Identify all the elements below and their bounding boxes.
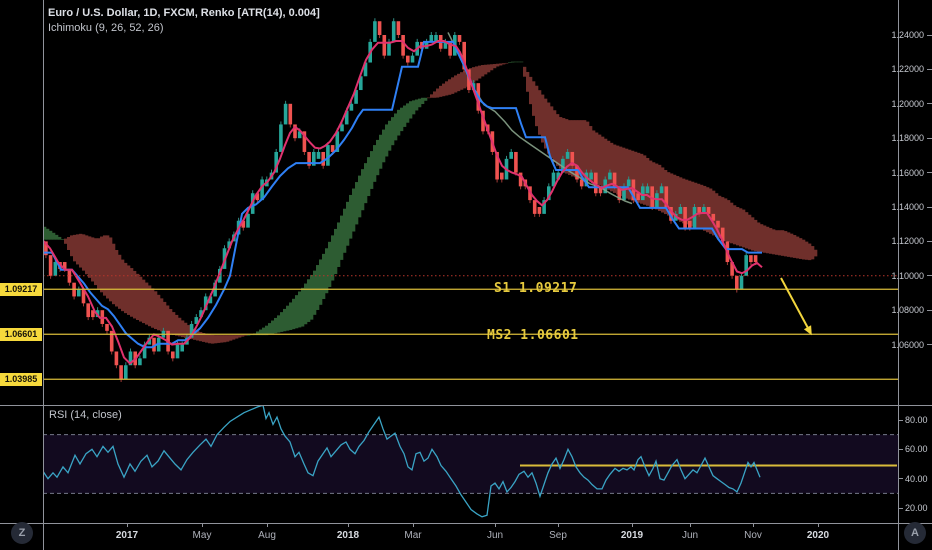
time-tick bbox=[267, 523, 268, 527]
time-tick bbox=[558, 523, 559, 527]
price-tick bbox=[927, 172, 932, 174]
time-tick bbox=[127, 523, 128, 527]
time-label-nov: Nov bbox=[744, 530, 762, 541]
price-tick bbox=[927, 240, 932, 242]
price-label: 1.22000 bbox=[891, 64, 924, 75]
time-label-jun: Jun bbox=[486, 530, 504, 541]
left-price-axis-line bbox=[43, 0, 44, 550]
price-tick bbox=[927, 309, 932, 311]
price-tick bbox=[927, 344, 932, 346]
price-label: 1.14000 bbox=[891, 202, 924, 212]
price-label: 1.06000 bbox=[891, 339, 924, 350]
price-label: 1.24000 bbox=[891, 30, 924, 40]
price-tick bbox=[927, 68, 932, 70]
time-tick bbox=[818, 523, 819, 527]
tenkan-sen-line bbox=[43, 40, 763, 365]
rsi-tick bbox=[898, 507, 903, 509]
time-axis-line bbox=[0, 523, 932, 524]
tradingview-logo-badge[interactable]: Z bbox=[11, 522, 33, 544]
rsi-value-label: 60.00 bbox=[905, 444, 928, 455]
time-label-mar: Mar bbox=[404, 530, 422, 541]
time-label-2017: 2017 bbox=[115, 530, 139, 541]
ichimoku-cloud bbox=[43, 61, 818, 344]
price-label: 1.08000 bbox=[891, 305, 924, 316]
rsi-pane[interactable] bbox=[43, 405, 898, 518]
account-badge[interactable]: A bbox=[904, 522, 926, 544]
pane-divider[interactable] bbox=[0, 405, 932, 406]
rsi-value-label: 20.00 bbox=[905, 503, 928, 513]
time-tick bbox=[202, 523, 203, 527]
price-label: 1.18000 bbox=[891, 133, 924, 144]
time-tick bbox=[348, 523, 349, 527]
time-tick bbox=[632, 523, 633, 527]
rsi-tick bbox=[898, 448, 903, 450]
rsi-legend[interactable]: RSI (14, close) bbox=[49, 409, 122, 421]
price-tick bbox=[927, 34, 932, 36]
rsi-tick bbox=[898, 419, 903, 421]
s1-level-annotation[interactable]: S1 1.09217 bbox=[494, 281, 578, 296]
highlighted-price-label[interactable]: 1.09217 bbox=[0, 282, 42, 296]
rsi-value-label: 40.00 bbox=[905, 473, 928, 484]
time-label-jun: Jun bbox=[681, 530, 699, 541]
price-tick bbox=[927, 206, 932, 208]
symbol-title[interactable]: Euro / U.S. Dollar, 1D, FXCM, Renko [ATR… bbox=[48, 7, 320, 19]
time-tick bbox=[495, 523, 496, 527]
main-pane[interactable] bbox=[43, 18, 818, 382]
right-axis-line bbox=[898, 0, 899, 550]
price-label: 1.20000 bbox=[891, 98, 924, 109]
time-label-2018: 2018 bbox=[336, 530, 360, 541]
time-label-sep: Sep bbox=[549, 530, 567, 541]
time-label-2019: 2019 bbox=[620, 530, 644, 541]
kijun-sen-line bbox=[43, 40, 762, 349]
time-tick bbox=[753, 523, 754, 527]
time-tick bbox=[690, 523, 691, 527]
price-tick bbox=[927, 275, 932, 277]
price-tick bbox=[927, 103, 932, 105]
time-label-2020: 2020 bbox=[806, 530, 830, 541]
rsi-tick bbox=[898, 478, 903, 480]
ms2-level-annotation[interactable]: MS2 1.06601 bbox=[487, 328, 579, 343]
price-label: 1.12000 bbox=[891, 236, 924, 247]
time-label-may: May bbox=[192, 530, 212, 541]
rsi-line bbox=[43, 406, 761, 518]
ichimoku-legend[interactable]: Ichimoku (9, 26, 52, 26) bbox=[48, 22, 164, 34]
time-tick bbox=[413, 523, 414, 527]
rsi-band bbox=[43, 434, 898, 494]
time-label-aug: Aug bbox=[258, 530, 276, 541]
highlighted-price-label[interactable]: 1.06601 bbox=[0, 327, 42, 341]
price-label: 1.10000 bbox=[891, 270, 924, 281]
highlighted-price-label[interactable]: 1.03985 bbox=[0, 372, 42, 386]
price-label: 1.16000 bbox=[891, 167, 924, 178]
trend-arrow[interactable] bbox=[780, 277, 812, 336]
price-tick bbox=[927, 137, 932, 139]
rsi-value-label: 80.00 bbox=[905, 415, 928, 425]
